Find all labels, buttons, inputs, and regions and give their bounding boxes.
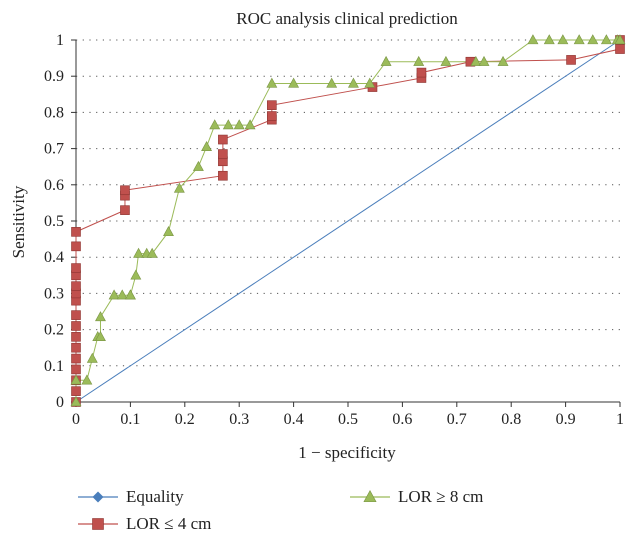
point-lor-8-cm-22 [244,119,256,130]
point-lor-8-cm-23 [266,77,278,88]
y-tick-label-4: 0.4 [44,249,64,266]
point-lor-8-cm-33 [497,55,509,66]
point-lor-4-cm-22 [218,134,228,145]
point-lor-8-cm-36 [557,34,569,45]
point-lor-4-cm-18 [120,185,130,196]
legend-marker-equality [92,491,104,503]
point-lor-4-cm-6 [71,332,81,342]
series-markers [70,34,626,407]
y-tick-label-10: 1 [56,32,64,49]
point-lor-8-cm-8 [116,289,128,300]
x-tick-label-10: 1 [616,411,624,428]
point-lor-4-cm-28 [416,67,427,78]
point-lor-8-cm-32 [478,55,490,66]
point-lor-4-cm-16 [120,205,130,215]
point-lor-8-cm-28 [380,55,392,66]
x-tick-label-0: 0 [72,411,80,428]
point-lor-4-cm-31 [615,44,625,54]
point-lor-4-cm-15 [71,227,81,237]
y-tick-label-3: 0.3 [44,285,64,302]
point-lor-8-cm-26 [347,77,359,88]
point-lor-4-cm-30 [566,55,576,65]
point-lor-8-cm-5 [95,331,106,342]
point-lor-8-cm-39 [600,34,612,45]
point-lor-8-cm-31 [470,55,482,66]
point-lor-8-cm-24 [288,77,300,88]
y-tick-label-9: 0.9 [44,68,64,85]
legend-label-lor-4-cm: LOR ≤ 4 cm [126,514,211,533]
point-lor-4-cm-7 [71,321,81,331]
point-lor-8-cm-7 [108,289,120,300]
point-lor-4-cm-8 [71,310,81,320]
series-line-equality [75,39,621,403]
point-lor-8-cm-27 [364,77,376,88]
point-lor-8-cm-11 [130,269,142,280]
point-lor-8-cm-20 [222,119,234,130]
point-lor-8-cm-34 [527,34,539,45]
point-lor-4-cm-4 [71,353,81,364]
legend-marker-lor-8-cm [363,490,377,503]
point-lor-8-cm-38 [587,34,599,45]
y-tick-label-6: 0.6 [44,177,64,194]
point-lor-4-cm-5 [71,342,81,353]
point-lor-8-cm-14 [146,247,158,258]
x-tick-label-8: 0.8 [501,411,521,428]
point-lor-4-cm-25 [267,100,277,110]
legend-label-equality: Equality [126,487,184,506]
legend: Equality LOR ≥ 8 cm LOR ≤ 4 cm [78,487,483,533]
point-lor-8-cm-35 [543,34,555,45]
point-lor-8-cm-37 [573,34,585,45]
point-lor-8-cm-3 [86,352,98,363]
point-lor-8-cm-25 [326,77,338,88]
point-lor-8-cm-12 [133,247,145,258]
point-lor-8-cm-41 [614,34,626,45]
point-lor-8-cm-10 [124,289,136,300]
x-tick-label-9: 0.9 [556,411,576,428]
point-lor-8-cm-30 [440,55,452,66]
tick-labels: 0 0.1 0.2 0.3 0.4 0.5 0.6 0.7 0.8 0.9 1 0 0.1 0.2 0.3 0… [44,32,624,428]
y-tick-label-1: 0.1 [44,358,64,375]
y-tick-label-0: 0 [56,394,64,411]
y-tick-label-8: 0.8 [44,104,64,121]
point-lor-8-cm-0 [70,396,82,407]
point-lor-4-cm-24 [267,111,277,121]
point-lor-8-cm-1 [70,374,82,385]
grid-lines [76,39,620,367]
point-lor-4-cm-11 [71,281,81,291]
point-lor-8-cm-19 [209,119,221,130]
point-lor-8-cm-15 [163,226,174,237]
point-lor-4-cm-1 [71,386,81,396]
point-lor-4-cm-21 [218,149,228,159]
y-tick-label-2: 0.2 [44,322,64,339]
x-tick-label-7: 0.7 [447,411,467,428]
x-tick-label-2: 0.2 [175,411,195,428]
y-tick-label-7: 0.7 [44,141,64,158]
legend-marker-lor-4-cm [92,518,104,530]
point-lor-4-cm-19 [218,170,228,181]
x-tick-label-6: 0.6 [392,411,412,428]
point-lor-8-cm-29 [413,55,425,66]
point-lor-8-cm-18 [201,140,213,151]
point-lor-8-cm-2 [81,374,93,385]
point-lor-8-cm-6 [95,311,106,322]
x-tick-label-3: 0.3 [229,411,249,428]
legend-label-lor-8-cm: LOR ≥ 8 cm [398,487,483,506]
point-lor-8-cm-17 [192,160,204,171]
x-tick-label-4: 0.4 [284,411,304,428]
point-lor-4-cm-14 [71,241,81,252]
x-tick-label-5: 0.5 [338,411,358,428]
y-axis-label: Sensitivity [9,185,28,258]
point-lor-8-cm-16 [173,182,185,193]
point-lor-4-cm-3 [71,364,81,375]
x-tick-label-1: 0.1 [120,411,140,428]
x-axis-label: 1 − specificity [298,443,396,462]
chart-title: ROC analysis clinical prediction [236,9,458,28]
y-tick-label-5: 0.5 [44,213,64,230]
point-lor-4-cm-13 [71,263,81,273]
point-lor-8-cm-21 [233,119,245,130]
